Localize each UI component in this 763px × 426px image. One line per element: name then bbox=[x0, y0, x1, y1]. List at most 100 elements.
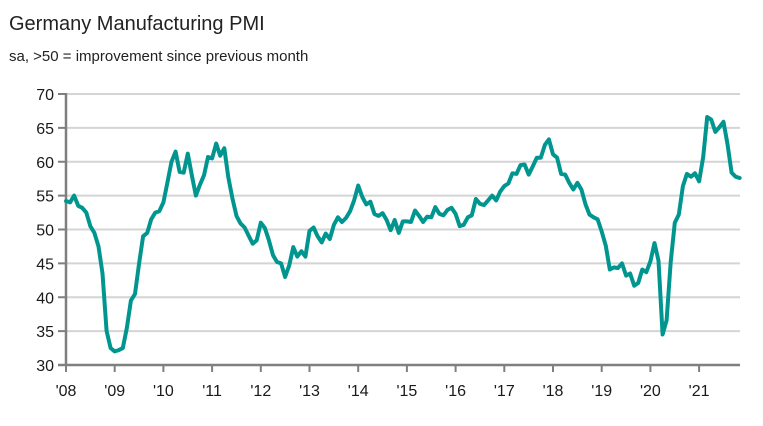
x-axis: '08 '09 '10 '11 '12 '13 '14 '15 '16 '17 '18 '19 '20 '… bbox=[56, 363, 740, 400]
data-point bbox=[336, 215, 340, 219]
data-point bbox=[332, 223, 336, 227]
y-tick-label: 40 bbox=[36, 290, 54, 307]
data-point bbox=[531, 165, 535, 169]
data-point bbox=[80, 206, 84, 210]
data-point bbox=[218, 154, 222, 158]
y-tick-label: 35 bbox=[36, 324, 54, 341]
data-point bbox=[441, 213, 445, 217]
x-tick-label: '19 bbox=[591, 383, 612, 400]
x-tick-label: '09 bbox=[104, 383, 125, 400]
data-point bbox=[279, 261, 283, 265]
data-point bbox=[628, 272, 632, 276]
data-point bbox=[604, 244, 608, 248]
data-point bbox=[287, 263, 291, 267]
data-point bbox=[722, 120, 726, 124]
data-point bbox=[734, 175, 738, 179]
data-point bbox=[145, 231, 149, 235]
data-point bbox=[72, 194, 76, 198]
data-point bbox=[303, 255, 307, 259]
x-tick-label: '21 bbox=[689, 383, 710, 400]
x-tick-label: '15 bbox=[396, 383, 417, 400]
data-point bbox=[661, 333, 665, 337]
data-point bbox=[214, 142, 218, 146]
data-point bbox=[693, 171, 697, 175]
data-point bbox=[385, 218, 389, 222]
data-point bbox=[356, 184, 360, 188]
data-point bbox=[409, 220, 413, 224]
data-point bbox=[608, 268, 612, 272]
data-point bbox=[348, 209, 352, 213]
data-point bbox=[701, 155, 705, 159]
data-point bbox=[636, 281, 640, 285]
series-group bbox=[64, 115, 742, 354]
data-point bbox=[669, 260, 673, 264]
data-point bbox=[600, 230, 604, 234]
data-point bbox=[681, 184, 685, 188]
data-point bbox=[527, 173, 531, 177]
data-point bbox=[462, 223, 466, 227]
data-point bbox=[178, 170, 182, 174]
data-point bbox=[121, 346, 125, 350]
data-point bbox=[88, 224, 92, 228]
data-point bbox=[458, 224, 462, 228]
data-point bbox=[239, 221, 243, 225]
data-point bbox=[267, 238, 271, 242]
data-point bbox=[705, 115, 709, 119]
chart-subtitle: sa, >50 = improvement since previous mon… bbox=[9, 48, 309, 65]
data-point bbox=[653, 241, 657, 245]
data-point bbox=[644, 270, 648, 274]
data-point bbox=[157, 209, 161, 213]
data-point bbox=[474, 197, 478, 201]
data-point bbox=[502, 184, 506, 188]
data-point bbox=[575, 181, 579, 185]
data-point bbox=[324, 232, 328, 236]
data-point bbox=[588, 213, 592, 217]
data-point bbox=[153, 211, 157, 215]
data-point bbox=[133, 292, 137, 296]
data-point bbox=[194, 194, 198, 198]
data-point bbox=[393, 218, 397, 222]
data-point bbox=[226, 175, 230, 179]
x-tick-label: '10 bbox=[153, 383, 174, 400]
data-point bbox=[149, 217, 153, 221]
data-point bbox=[389, 228, 393, 232]
data-point bbox=[202, 173, 206, 177]
data-point bbox=[381, 211, 385, 215]
y-tick-label: 45 bbox=[36, 256, 54, 273]
data-point bbox=[612, 265, 616, 269]
data-point bbox=[717, 125, 721, 129]
data-point bbox=[490, 194, 494, 198]
data-point bbox=[685, 172, 689, 176]
data-point bbox=[567, 181, 571, 185]
data-point bbox=[206, 155, 210, 159]
x-tick-label: '17 bbox=[494, 383, 515, 400]
data-point bbox=[170, 160, 174, 164]
data-point bbox=[547, 137, 551, 141]
data-point bbox=[730, 171, 734, 175]
data-point bbox=[506, 181, 510, 185]
data-point bbox=[101, 272, 105, 276]
data-point bbox=[161, 200, 165, 204]
data-point bbox=[584, 202, 588, 206]
data-point bbox=[677, 213, 681, 217]
data-point bbox=[620, 261, 624, 265]
data-point bbox=[482, 203, 486, 207]
data-point bbox=[433, 205, 437, 209]
data-point bbox=[255, 238, 259, 242]
data-point bbox=[92, 231, 96, 235]
data-point bbox=[64, 199, 68, 203]
data-point bbox=[515, 172, 519, 176]
data-point bbox=[709, 118, 713, 122]
data-point bbox=[97, 244, 101, 248]
data-point bbox=[340, 220, 344, 224]
data-point bbox=[372, 212, 376, 216]
data-point bbox=[129, 299, 133, 303]
data-point bbox=[271, 253, 275, 257]
data-point bbox=[312, 226, 316, 230]
data-point bbox=[210, 156, 214, 160]
data-point bbox=[247, 234, 251, 238]
data-point bbox=[230, 196, 234, 200]
data-point bbox=[401, 219, 405, 223]
data-point bbox=[466, 215, 470, 219]
x-tick-label: '08 bbox=[56, 383, 77, 400]
